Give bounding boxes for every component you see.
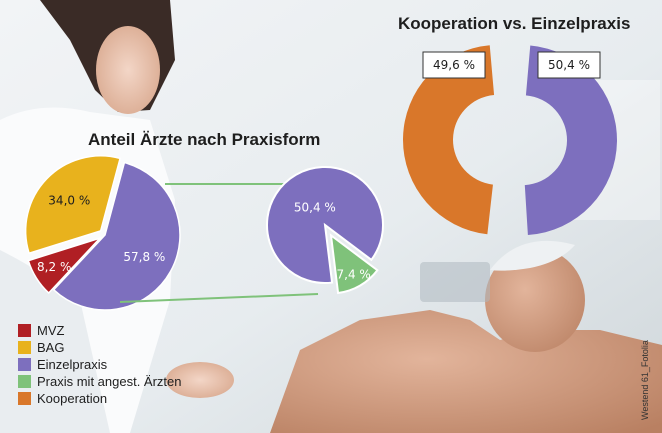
pie-slice-bag: [24, 155, 121, 255]
connector-line-bottom: [119, 293, 319, 303]
pie-chart-practice-forms: 57,8 % 8,2 % 34,0 %: [24, 155, 181, 311]
legend-label: Kooperation: [37, 391, 108, 406]
legend-swatch: [18, 392, 31, 405]
legend-item-mvz: MVZ: [18, 322, 182, 339]
legend-label: Einzelpraxis: [37, 357, 108, 372]
legend-label: BAG: [37, 340, 65, 355]
donut-label-box-einzelpraxis: [537, 51, 601, 79]
legend-swatch: [18, 375, 31, 388]
legend-swatch: [18, 341, 31, 354]
pie-slice-einzelpraxis: [52, 161, 181, 311]
pie-chart-einzelpraxis-detail: 50,4 % 7,4 %: [119, 166, 384, 303]
legend-swatch: [18, 324, 31, 337]
legend-label: Praxis mit angest. Ärzten: [37, 374, 182, 389]
legend-item-einzelpraxis: Einzelpraxis: [18, 356, 182, 373]
pie-slice-mvz: [27, 236, 103, 295]
donut-segment-einzelpraxis: [524, 45, 617, 235]
data-label-bag: 34,0 %: [48, 194, 90, 208]
legend-item-praxis-mit-angest-rzten: Praxis mit angest. Ärzten: [18, 373, 182, 390]
legend-item-bag: BAG: [18, 339, 182, 356]
pie-chart-title: Anteil Ärzte nach Praxisform: [88, 130, 321, 149]
donut-label-kooperation: 49,6 %: [433, 58, 475, 72]
legend-label: MVZ: [37, 323, 65, 338]
detail-slice-praxis-mit-angest-rzten: [329, 233, 379, 295]
donut-chart-title: Kooperation vs. Einzelpraxis: [398, 14, 631, 33]
legend: MVZ BAG Einzelpraxis Praxis mit angest. Ärz…: [18, 322, 182, 407]
legend-item-kooperation: Kooperation: [18, 390, 182, 407]
photo-credit: Westend 61_Fotolia: [640, 340, 650, 420]
donut-label-einzelpraxis: 50,4 %: [548, 58, 590, 72]
detail-label-einzelpraxis: 50,4 %: [294, 200, 336, 214]
donut-chart-cooperation: 50,4 % 49,6 %: [403, 45, 617, 235]
donut-segment-kooperation: [403, 45, 495, 235]
data-label-mvz: 8,2 %: [37, 260, 71, 274]
legend-swatch: [18, 358, 31, 371]
detail-label-praxis-mit-angest-rzten: 7,4 %: [337, 268, 371, 282]
detail-slice-einzelpraxis: [266, 166, 384, 284]
data-label-einzelpraxis: 57,8 %: [123, 250, 165, 264]
donut-label-box-kooperation: [422, 51, 486, 79]
